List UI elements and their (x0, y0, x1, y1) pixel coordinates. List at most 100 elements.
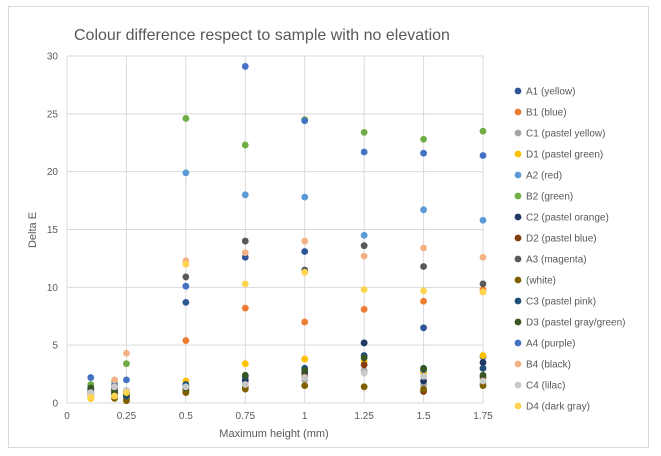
y-tick-label: 20 (47, 167, 59, 178)
legend-marker (514, 297, 522, 305)
legend-marker (514, 108, 522, 116)
data-point (241, 371, 249, 379)
data-point (479, 253, 487, 261)
chart-title: Colour difference respect to sample with… (74, 27, 450, 44)
data-point (420, 263, 427, 270)
data-point (420, 364, 427, 372)
legend-marker (514, 339, 522, 347)
legend-label: D2 (pastel blue) (526, 234, 597, 245)
data-point (123, 360, 130, 368)
data-point (479, 364, 487, 372)
data-point (301, 382, 309, 390)
legend-label: C2 (pastel orange) (526, 213, 609, 224)
x-tick-label: 1.5 (417, 411, 431, 422)
data-point (241, 280, 249, 288)
data-point (301, 237, 309, 245)
legend-label: D3 (pastel gray/green) (526, 318, 626, 329)
data-point (420, 372, 427, 380)
data-point (360, 383, 368, 391)
y-tick-label: 30 (47, 52, 59, 63)
data-point (479, 352, 487, 359)
data-point (479, 127, 487, 135)
data-point (479, 377, 487, 385)
legend-label: D1 (pastel green) (526, 150, 603, 161)
data-point (301, 268, 309, 276)
data-point (360, 148, 368, 156)
data-point (87, 393, 95, 401)
data-point (87, 374, 95, 381)
data-point (479, 280, 487, 288)
data-point (301, 117, 309, 125)
data-point (241, 141, 249, 149)
data-point (360, 252, 368, 260)
data-point (301, 367, 309, 375)
legend-label: A4 (purple) (526, 339, 575, 350)
data-point (182, 337, 190, 344)
legend-marker (514, 381, 522, 389)
legend-label: A2 (red) (526, 171, 562, 182)
legend-marker (514, 150, 522, 158)
data-point (111, 392, 118, 400)
legend-marker (514, 213, 522, 221)
legend-label: D4 (dark gray) (526, 402, 590, 413)
data-point (479, 288, 487, 296)
legend-label: B2 (green) (526, 192, 573, 203)
data-point (182, 298, 190, 306)
legend-marker (514, 87, 522, 95)
data-point (301, 374, 309, 381)
legend-label: A1 (yellow) (526, 87, 575, 98)
chart-frame (8, 6, 649, 448)
data-point (241, 360, 249, 368)
data-point (111, 383, 118, 391)
legend-marker (514, 129, 522, 137)
data-point (301, 318, 309, 326)
legend-label: (white) (526, 276, 556, 287)
legend-marker (514, 360, 522, 368)
data-point (241, 304, 249, 312)
data-point (123, 389, 130, 396)
data-point (301, 248, 309, 255)
x-tick-labels: 0 0.25 0.5 0.75 1 1.25 1.5 1.75 (64, 411, 493, 422)
data-point (360, 339, 368, 347)
data-point (111, 376, 118, 384)
legend-label: B4 (black) (526, 360, 571, 371)
data-point (479, 371, 487, 379)
legend-marker (514, 171, 522, 179)
y-axis-title: Delta E (27, 212, 39, 248)
data-point (360, 369, 368, 377)
data-point (182, 169, 190, 177)
data-point (360, 305, 368, 313)
legend-marker (514, 276, 522, 284)
data-point (360, 128, 368, 136)
y-tick-label: 0 (52, 399, 58, 410)
data-point (420, 206, 427, 214)
data-point (301, 193, 309, 201)
x-tick-label: 0.25 (117, 411, 137, 422)
legend-label: C4 (lilac) (526, 381, 565, 392)
data-point (123, 376, 130, 384)
y-tick-label: 10 (47, 283, 59, 294)
legend-marker (514, 192, 522, 200)
data-point (182, 273, 190, 281)
y-tick-label: 15 (47, 225, 59, 236)
data-point (360, 361, 368, 369)
data-point (301, 355, 309, 363)
data-point (241, 249, 249, 257)
data-point (360, 286, 368, 294)
grid-lines (66, 55, 484, 404)
data-point (241, 237, 249, 245)
data-point (241, 191, 249, 199)
data-point (420, 287, 427, 295)
legend-label: C3 (pastel pink) (526, 297, 596, 308)
data-point (241, 381, 249, 388)
data-point (360, 231, 368, 239)
data-point (241, 63, 249, 70)
x-tick-label: 0.5 (179, 411, 193, 422)
legend-label: C1 (pastel yellow) (526, 129, 605, 140)
legend-label: B1 (blue) (526, 108, 567, 119)
legend-marker (514, 255, 522, 263)
data-point (360, 242, 368, 250)
legend: A1 (yellow) B1 (blue) C1 (pastel yellow) D1… (514, 87, 626, 413)
data-point (182, 383, 190, 391)
